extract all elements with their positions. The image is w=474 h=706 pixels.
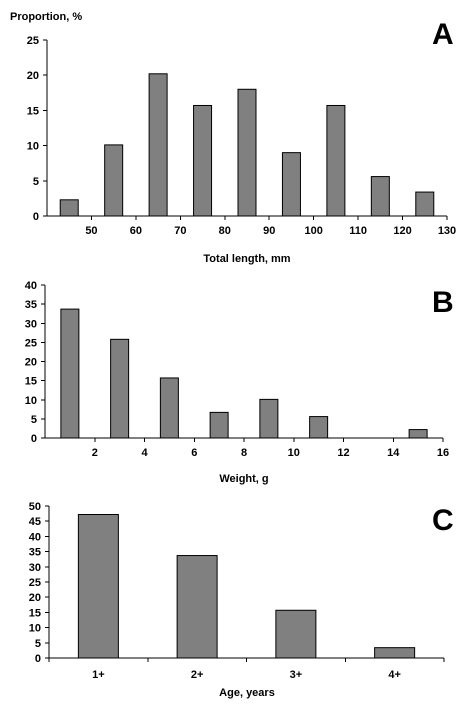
panel-a-bar: [104, 144, 124, 217]
panel-a-chart: Proportion, % A 0 5 10 15 20 25 50 60 70 80 90 100…: [10, 11, 456, 265]
panel-a-y-axis-label: Proportion, %: [10, 11, 82, 23]
panel-c-bar: [77, 514, 119, 659]
panel-a-y-tick-label: 25: [27, 35, 39, 47]
panel-b-y-ticks: 0 5 10 15 20 25 30 35 40: [25, 280, 45, 445]
panel-b-x-ticks: 2 4 6 8 10 12 14 16: [92, 438, 449, 459]
panel-b-y-tick-label: 25: [25, 337, 37, 349]
panel-a-bars: [59, 73, 435, 217]
panel-c-y-tick-label: 15: [29, 607, 41, 619]
panel-b-bar: [60, 308, 80, 439]
panel-c-x-tick-label: 1+: [92, 669, 105, 681]
panel-c-y-tick-label: 5: [35, 638, 41, 650]
panel-a-x-tick-label: 50: [85, 225, 97, 237]
panel-b-y-tick-label: 30: [25, 318, 37, 330]
panel-b-y-tick-label: 35: [25, 299, 37, 311]
panel-a-y-tick-label: 5: [33, 176, 39, 188]
panel-b-letter: B: [432, 286, 454, 319]
panel-a-bar: [281, 152, 301, 217]
panel-a-x-tick-label: 70: [174, 225, 186, 237]
panel-b-bar: [259, 398, 279, 439]
panel-a-bar: [193, 104, 213, 217]
panel-b-bar: [110, 338, 130, 439]
panel-a-bar: [59, 199, 79, 217]
panel-b-y-tick-label: 5: [31, 414, 37, 426]
panel-b-y-tick-label: 20: [25, 357, 37, 369]
panel-a-x-tick-label: 90: [263, 225, 275, 237]
panel-a-x-tick-label: 110: [349, 225, 367, 237]
panel-a-bar: [148, 73, 168, 217]
panel-a-y-tick-label: 20: [27, 70, 39, 82]
panel-b-bar: [159, 377, 179, 439]
panel-a-y-tick-label: 10: [27, 141, 39, 153]
panel-c-x-tick-label: 4+: [388, 669, 401, 681]
panel-a-x-tick-label: 80: [219, 225, 231, 237]
panel-b-y-tick-label: 0: [31, 433, 37, 445]
panel-a-y-tick-label: 0: [33, 211, 39, 223]
panel-c-y-tick-label: 25: [29, 577, 41, 589]
panel-c-x-tick-label: 2+: [191, 669, 204, 681]
panel-a-bar: [415, 191, 435, 217]
panel-b-x-tick-label: 14: [387, 447, 400, 459]
panel-c-y-tick-label: 30: [29, 562, 41, 574]
panel-a-letter: A: [432, 18, 454, 51]
panel-b-bars: [60, 308, 428, 439]
panel-c-y-ticks: 0 5 10 15 20 25 30 35 40 45 50: [29, 501, 49, 665]
panel-c-x-axis-label: Age, years: [219, 687, 275, 699]
panel-a-bar: [237, 88, 257, 217]
panel-c-y-tick-label: 0: [35, 653, 41, 665]
panel-b-x-tick-label: 8: [241, 447, 247, 459]
panel-c-y-tick-label: 40: [29, 531, 41, 543]
panel-c-bars: [77, 514, 416, 659]
panel-a-x-tick-label: 120: [393, 225, 411, 237]
panel-c-bar: [374, 647, 416, 659]
panel-a-x-tick-label: 100: [304, 225, 322, 237]
panel-b-x-tick-label: 4: [141, 447, 148, 459]
panel-b-x-tick-label: 6: [191, 447, 197, 459]
panel-c-bar: [275, 609, 317, 659]
panel-b-x-tick-label: 10: [288, 447, 300, 459]
panel-a-x-ticks: 50 60 70 80 90 100 110 120 130: [85, 216, 456, 237]
panel-b-x-tick-label: 12: [337, 447, 349, 459]
panel-c-chart: C 0 5 10 15 20 25 30 35 40 45 50 1+ 2+ 3+ 4+ Age, yea…: [29, 501, 454, 699]
panel-c-bar: [176, 555, 218, 659]
panel-b-y-tick-label: 40: [25, 280, 37, 292]
panel-b-chart: B 0 5 10 15 20 25 30 35 40 2 4 6 8 10 12 14 16 Weight, …: [25, 280, 454, 485]
panel-c-y-tick-label: 50: [29, 501, 41, 513]
panel-a-x-axis-label: Total length, mm: [203, 253, 290, 265]
panel-b-x-axis-label: Weight, g: [219, 473, 268, 485]
panel-c-x-ticks: 1+ 2+ 3+ 4+: [48, 658, 445, 681]
panel-c-y-tick-label: 20: [29, 592, 41, 604]
panel-a-x-tick-label: 60: [130, 225, 142, 237]
panel-b-bar: [309, 416, 329, 439]
panel-c-letter: C: [432, 504, 454, 537]
panel-a-bar: [326, 104, 346, 217]
panel-b-bar: [209, 411, 229, 439]
panel-b-x-tick-label: 2: [92, 447, 98, 459]
panel-a-y-ticks: 0 5 10 15 20 25: [27, 35, 47, 223]
panel-c-y-tick-label: 10: [29, 623, 41, 635]
panel-a-x-tick-label: 130: [438, 225, 456, 237]
panel-b-x-tick-label: 16: [437, 447, 449, 459]
panel-c-x-tick-label: 3+: [290, 669, 303, 681]
panel-a-y-tick-label: 15: [27, 105, 39, 117]
panel-c-y-tick-label: 45: [29, 516, 41, 528]
panel-c-y-tick-label: 35: [29, 547, 41, 559]
panel-b-bar: [408, 429, 428, 439]
panel-b-y-tick-label: 15: [25, 376, 37, 388]
panel-a-bar: [370, 176, 390, 217]
panel-b-y-tick-label: 10: [25, 395, 37, 407]
